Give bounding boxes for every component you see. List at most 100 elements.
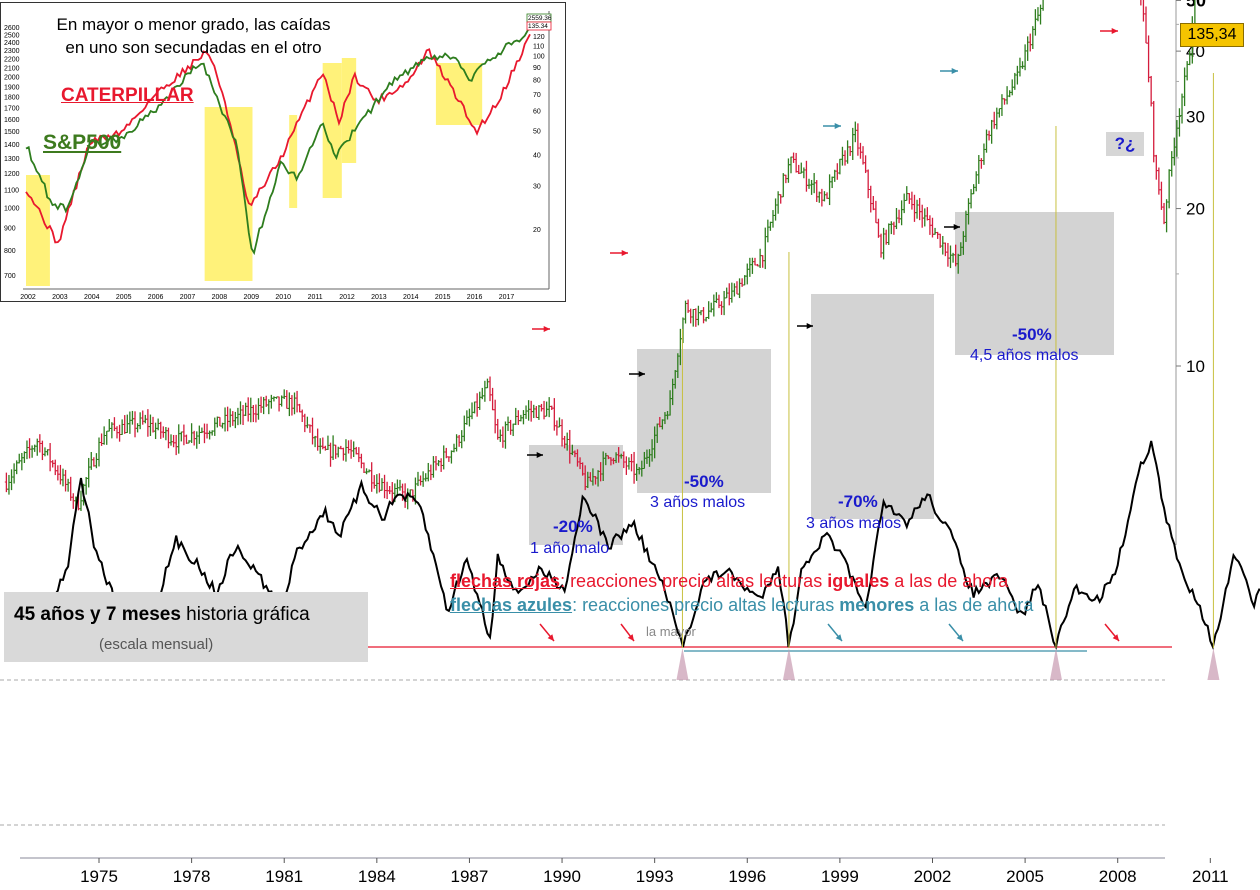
y-tick-label-10: 10 (1186, 357, 1205, 376)
inset-left-tick-1000: 1000 (4, 206, 20, 213)
inset-right-tick-50: 50 (533, 128, 541, 135)
inset-highlight-1 (26, 175, 50, 286)
inset-badge-bg-2 (526, 21, 552, 31)
inset-title-line2: en uno son secundadas en el otro (65, 38, 322, 57)
legend-blue-tail: a las de ahora (914, 595, 1034, 615)
inset-left-tick-1600: 1600 (4, 117, 20, 124)
drawdown-pct-1: -20% (553, 517, 593, 536)
x-tick-label-2011: 2011 (1192, 867, 1229, 886)
drawdown-pct-4: -50% (1012, 325, 1052, 344)
oscillator-line (6, 440, 1260, 651)
y-tick-label-20: 20 (1186, 200, 1205, 219)
x-tick-label-1981: 1981 (265, 867, 303, 886)
inset-left-tick-1400: 1400 (4, 142, 20, 149)
inset-x-tick-2011: 2011 (308, 294, 323, 301)
peak-shade-1 (676, 648, 689, 680)
history-rest: historia gráfica (180, 604, 310, 625)
blue-arrow-2011-head (951, 67, 958, 75)
inset-right-tick-110: 110 (533, 43, 544, 50)
x-tick-label-1990: 1990 (543, 867, 581, 886)
inset-x-tick-2005: 2005 (116, 294, 132, 301)
inset-x-tick-2008: 2008 (212, 294, 228, 301)
inset-left-tick-1100: 1100 (4, 188, 19, 195)
osc-red-arrow-2-head (627, 634, 634, 641)
y-tick-label-30: 30 (1186, 107, 1205, 126)
x-tick-label-1993: 1993 (636, 867, 674, 886)
inset-left-tick-1500: 1500 (4, 129, 20, 136)
inset-right-tick-80: 80 (533, 78, 541, 85)
peak-shade-4 (1207, 648, 1220, 680)
inset-title-line1: En mayor o menor grado, las caídas (56, 15, 331, 34)
inset-badge-2: 135.34 (528, 23, 548, 30)
x-tick-label-2008: 2008 (1099, 867, 1137, 886)
inset-left-tick-900: 900 (4, 226, 16, 233)
inset-x-tick-2017: 2017 (499, 294, 515, 301)
inset-x-tick-2012: 2012 (339, 294, 355, 301)
drawdown-label-3: 3 años malos (806, 515, 902, 532)
inset-x-tick-2010: 2010 (275, 294, 291, 301)
legend-red-tail: a las de ahora (889, 571, 1009, 591)
inset-left-tick-2000: 2000 (4, 75, 20, 82)
inset-left-tick-2300: 2300 (4, 48, 20, 55)
inset-highlight-3 (289, 115, 298, 208)
legend-blue-title: flechas azules (450, 595, 573, 615)
inset-left-tick-1200: 1200 (4, 171, 20, 178)
history-scale: (escala mensual) (99, 636, 214, 653)
drawdown-box-4 (955, 212, 1114, 355)
inset-right-tick-100: 100 (533, 54, 545, 61)
inset-comparison-chart: 2600 2500 2400 2300 2200 2100 2000 1900 1800 1700… (0, 2, 566, 302)
inset-x-tick-2009: 2009 (244, 294, 260, 301)
inset-x-tick-2016: 2016 (467, 294, 483, 301)
red-arrow-1994-head (543, 325, 550, 333)
red-arrow-2017-head (1111, 27, 1118, 35)
inset-right-tick-40: 40 (533, 152, 541, 159)
inset-right-tick-30: 30 (533, 183, 541, 190)
inset-highlight-4 (322, 63, 342, 198)
black-arrow-box3-head (806, 322, 813, 330)
last-price-badge: 135,34 (1180, 23, 1244, 47)
legend-red-arrows: flechas rojas: reacciones precio altas l… (450, 571, 1008, 592)
drawdown-box-3 (811, 294, 934, 519)
inset-x-tick-2002: 2002 (20, 294, 36, 301)
inset-left-tick-2200: 2200 (4, 57, 20, 64)
legend-red-title: flechas rojas (450, 571, 561, 591)
inset-right-tick-70: 70 (533, 92, 541, 99)
drawdown-box-1 (529, 445, 623, 545)
inset-x-tick-2003: 2003 (52, 294, 68, 301)
black-arrow-box2-head (638, 370, 645, 378)
inset-right-tick-20: 20 (533, 227, 541, 234)
x-tick-label-2005: 2005 (1006, 867, 1044, 886)
inset-left-tick-800: 800 (4, 248, 16, 255)
caterpillar-label: CATERPILLAR (61, 85, 194, 106)
osc-red-arrow-3-head (1112, 634, 1119, 641)
history-note-box: 45 años y 7 meses historia gráfica (esca… (4, 592, 368, 662)
inset-left-tick-2400: 2400 (4, 40, 20, 47)
inset-left-tick-1900: 1900 (4, 84, 20, 91)
x-tick-label-1975: 1975 (80, 867, 118, 886)
inset-left-tick-2100: 2100 (4, 65, 20, 72)
x-tick-label-1984: 1984 (358, 867, 396, 886)
peak-shade-3 (1049, 648, 1062, 680)
x-tick-label-1987: 1987 (451, 867, 489, 886)
drawdown-label-4: 4,5 años malos (970, 347, 1079, 364)
osc-red-arrow-1-head (547, 634, 554, 641)
inset-right-tick-120: 120 (533, 34, 545, 41)
x-tick-label-2002: 2002 (914, 867, 952, 886)
legend-blue-arrows: flechas azules: reacciones precio altas … (450, 595, 1033, 616)
inset-x-tick-2013: 2013 (371, 294, 387, 301)
inset-highlight-5 (341, 58, 357, 163)
inset-x-tick-2004: 2004 (84, 294, 100, 301)
drawdown-label-2: 3 años malos (650, 494, 746, 511)
inset-x-tick-2014: 2014 (403, 294, 419, 301)
inset-right-tick-60: 60 (533, 109, 541, 116)
blue-arrow-2006-head (834, 122, 841, 130)
red-arrow-1997-head (621, 249, 628, 257)
inset-sp500-line (25, 25, 531, 256)
drawdown-pct-2: -50% (684, 472, 724, 491)
inset-right-tick-90: 90 (533, 65, 541, 72)
inset-left-tick-1800: 1800 (4, 94, 20, 101)
inset-left-tick-2500: 2500 (4, 32, 20, 39)
legend-red-bold: iguales (827, 571, 890, 591)
x-tick-label-1996: 1996 (728, 867, 766, 886)
